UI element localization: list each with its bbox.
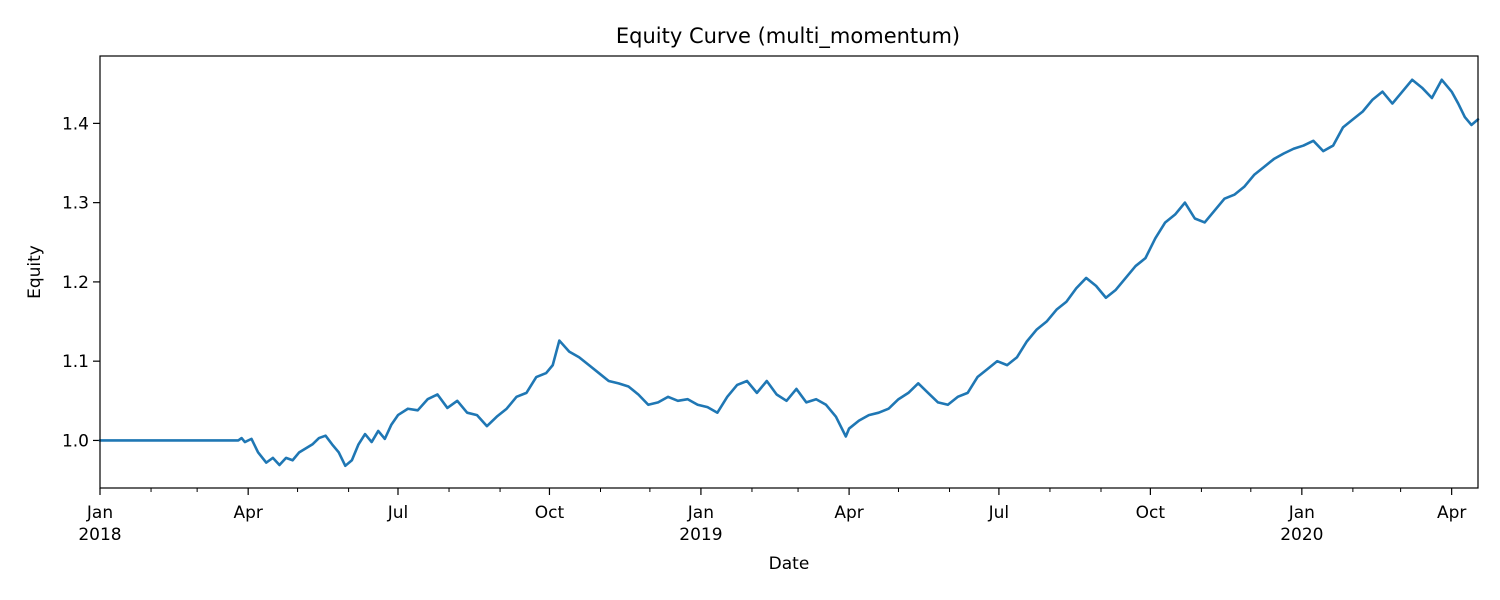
x-tick-label: Oct: [535, 503, 565, 523]
x-tick-year-label: 2018: [78, 525, 121, 545]
y-tick-label: 1.0: [62, 431, 89, 451]
y-axis-title: Equity: [25, 245, 45, 299]
y-tick-label: 1.2: [62, 273, 89, 293]
y-tick-label: 1.3: [62, 194, 89, 214]
x-tick-year-label: 2019: [679, 525, 722, 545]
y-axis-ticks: 1.0 1.1 1.2 1.3 1.4: [62, 114, 100, 451]
x-tick-label: Oct: [1136, 503, 1166, 523]
x-tick-label: Jan: [86, 503, 113, 523]
plot-frame: [99, 55, 1479, 489]
x-tick-year-label: 2020: [1280, 525, 1323, 545]
x-tick-label: Jan: [687, 503, 714, 523]
x-tick-label: Apr: [1437, 503, 1466, 523]
x-tick-label: Jul: [387, 503, 409, 523]
x-axis-title: Date: [769, 554, 810, 574]
x-axis-minor-ticks: [150, 488, 1402, 492]
x-tick-label: Jul: [988, 503, 1010, 523]
x-tick-label: Apr: [834, 503, 863, 523]
equity-series-line: [98, 78, 1480, 468]
y-tick-label: 1.4: [62, 114, 89, 134]
x-tick-label: Apr: [233, 503, 262, 523]
x-tick-label: Jan: [1288, 503, 1315, 523]
y-tick-label: 1.1: [62, 352, 89, 372]
chart-title: Equity Curve (multi_momentum): [616, 24, 960, 49]
